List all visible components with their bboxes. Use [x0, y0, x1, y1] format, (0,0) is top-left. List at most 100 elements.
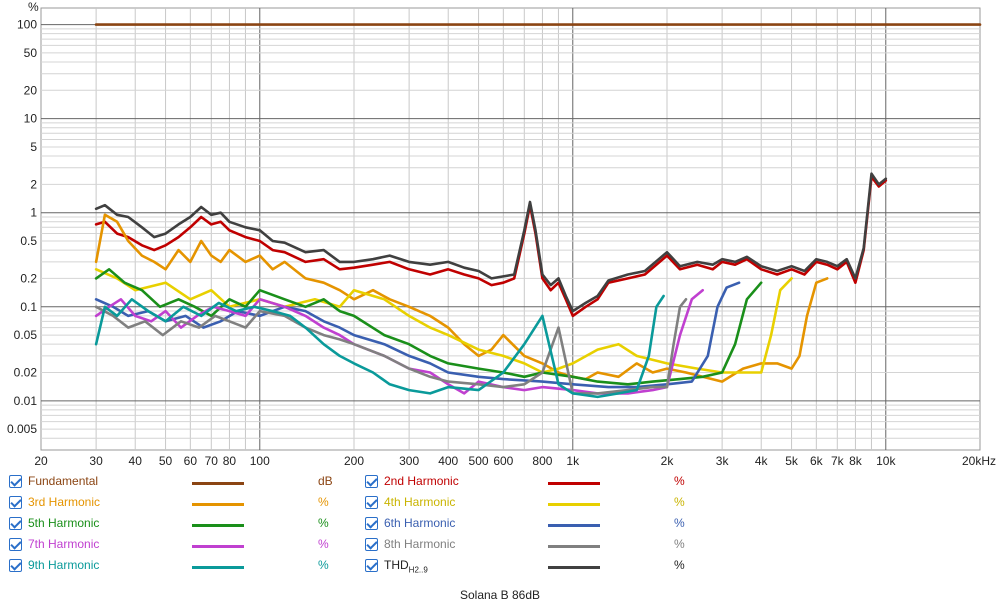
y-tick-label: 1 — [30, 206, 37, 220]
legend-swatch — [548, 503, 600, 506]
x-tick-label: 2k — [661, 454, 675, 468]
y-tick-label: 5 — [30, 140, 37, 154]
legend-label: 7th Harmonic — [28, 537, 100, 551]
series-line-thd-h2-9 — [94, 172, 888, 313]
x-tick-label: 600 — [493, 454, 513, 468]
legend-swatch — [548, 545, 600, 548]
legend-item: 7th Harmonic% — [0, 536, 1000, 556]
series-line-3rd-harmonic — [94, 213, 829, 383]
x-tick-label: 4k — [755, 454, 769, 468]
legend-unit: % — [674, 516, 685, 530]
legend-item: 2nd Harmonic% — [0, 473, 1000, 493]
legend-item: 9th Harmonic% — [0, 557, 1000, 577]
legend-checkbox[interactable] — [9, 496, 22, 509]
series-line-5th-harmonic — [94, 267, 763, 386]
x-tick-label: 8k — [849, 454, 863, 468]
legend-swatch — [548, 524, 600, 527]
legend-swatch — [192, 545, 244, 548]
x-tick-labels: 20 30 40 50 60 70 80 100 200 300 400 500 600 800 1k 2k 3… — [34, 454, 996, 468]
legend-label: 2nd Harmonic — [384, 474, 459, 488]
y-tick-labels: 100 50 20 10 5 2 1 0.5 0.2 0.1 0.05 0.02 0.01 0.005 — [7, 18, 37, 437]
y-tick-label: 50 — [24, 46, 38, 60]
x-tick-label: 20kHz — [962, 454, 996, 468]
x-tick-label: 7k — [831, 454, 845, 468]
y-tick-label: 0.005 — [7, 422, 37, 436]
x-tick-label: 60 — [184, 454, 198, 468]
legend-unit: % — [318, 516, 329, 530]
legend-unit: % — [318, 495, 329, 509]
legend-swatch — [548, 482, 600, 485]
plot-frame — [40, 7, 981, 451]
legend-unit: % — [674, 537, 685, 551]
y-tick-label: 20 — [24, 83, 38, 97]
legend-unit: % — [674, 495, 685, 509]
harmonic-distortion-chart: 100 50 20 10 5 2 1 0.5 0.2 0.1 0.05 0.02 0.01 0.005 2… — [7, 0, 996, 468]
legend-unit: dB — [318, 474, 333, 488]
series-line-8th-harmonic — [94, 297, 688, 395]
legend-swatch — [192, 482, 244, 485]
legend-checkbox[interactable] — [9, 475, 22, 488]
x-tick-label: 500 — [469, 454, 489, 468]
y-axis-unit: % — [28, 0, 39, 14]
legend-unit: % — [674, 558, 685, 572]
y-tick-label: 100 — [17, 18, 37, 32]
legend-label-subscript: H2..9 — [408, 565, 428, 575]
legend-item: 4th Harmonic% — [0, 494, 1000, 514]
y-tick-label: 0.5 — [20, 234, 37, 248]
legend-item: 6th Harmonic% — [0, 515, 1000, 535]
legend-item: 8th Harmonic% — [0, 536, 1000, 556]
legend-item: 3rd Harmonic% — [0, 494, 1000, 514]
legend-checkbox[interactable] — [365, 559, 378, 572]
legend-checkbox[interactable] — [9, 538, 22, 551]
x-tick-label: 50 — [159, 454, 173, 468]
legend-item: Fundamental dB — [0, 473, 1000, 493]
y-tick-label: 2 — [30, 177, 37, 191]
legend-unit: % — [674, 474, 685, 488]
x-tick-label: 5k — [785, 454, 799, 468]
legend-label: 3rd Harmonic — [28, 495, 101, 509]
legend-unit: % — [318, 537, 329, 551]
x-tick-label: 300 — [399, 454, 419, 468]
legend-label: 9th Harmonic — [28, 558, 100, 572]
y-tick-label: 0.02 — [14, 366, 38, 380]
x-tick-label: 6k — [810, 454, 824, 468]
legend-item: 5th Harmonic% — [0, 515, 1000, 535]
legend-swatch — [192, 503, 244, 506]
x-tick-label: 400 — [438, 454, 458, 468]
x-tick-label: 40 — [129, 454, 143, 468]
legend-swatch — [548, 566, 600, 569]
x-tick-label: 200 — [344, 454, 364, 468]
y-tick-label: 0.01 — [14, 394, 38, 408]
x-tick-label: 1k — [566, 454, 580, 468]
legend-label: 8th Harmonic — [384, 537, 456, 551]
legend-swatch — [192, 566, 244, 569]
chart-title: Solana B 86dB — [459, 588, 541, 602]
legend-unit: % — [318, 558, 329, 572]
legend-checkbox[interactable] — [365, 496, 378, 509]
legend-checkbox[interactable] — [365, 475, 378, 488]
x-tick-label: 80 — [223, 454, 237, 468]
legend-checkbox[interactable] — [365, 538, 378, 551]
y-tick-label: 10 — [24, 112, 38, 126]
x-tick-label: 70 — [205, 454, 219, 468]
x-tick-label: 10k — [876, 454, 896, 468]
x-tick-label: 3k — [716, 454, 730, 468]
x-tick-label: 30 — [89, 454, 103, 468]
x-tick-label: 800 — [532, 454, 552, 468]
legend-item: THDH2..9% — [0, 557, 1000, 577]
legend-checkbox[interactable] — [9, 517, 22, 530]
series-lines — [94, 23, 982, 399]
grid-lines — [40, 7, 981, 451]
legend-label: 6th Harmonic — [384, 516, 456, 530]
series-line-9th-harmonic — [94, 294, 665, 399]
legend-label: THDH2..9 — [384, 558, 428, 575]
x-tick-label: 100 — [250, 454, 270, 468]
y-tick-label: 0.1 — [20, 300, 37, 314]
legend-label: 5th Harmonic — [28, 516, 100, 530]
y-tick-label: 0.05 — [14, 328, 38, 342]
y-tick-label: 0.2 — [20, 271, 37, 285]
legend-checkbox[interactable] — [365, 517, 378, 530]
legend-checkbox[interactable] — [9, 559, 22, 572]
series-line-4th-harmonic — [94, 267, 793, 374]
legend-swatch — [192, 524, 244, 527]
